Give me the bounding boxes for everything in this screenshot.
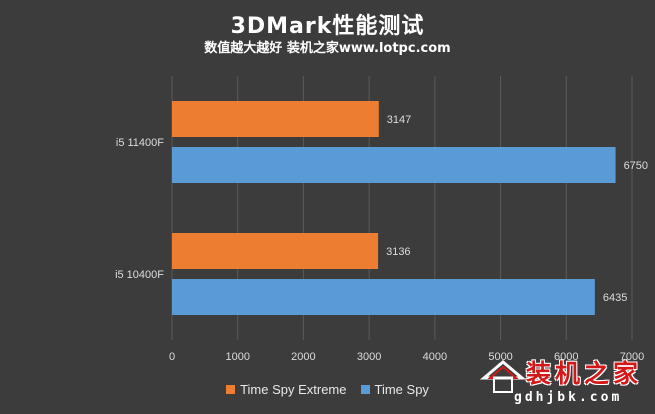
chart-title: 3DMark性能测试 — [230, 14, 425, 39]
bar — [172, 101, 379, 137]
x-tick-label: 6000 — [554, 351, 578, 363]
legend-item-time-spy-extreme: Time Spy Extreme — [226, 382, 347, 397]
x-tick-label: 7000 — [620, 351, 644, 363]
x-tick-label: 0 — [169, 351, 175, 363]
x-tick-label: 2000 — [291, 351, 315, 363]
watermark-url: gdhjbk.com — [514, 390, 623, 405]
house-logo-icon — [480, 360, 526, 393]
legend-swatch — [360, 385, 370, 394]
category-label: i5 11400F — [116, 137, 164, 149]
x-tick-label: 5000 — [488, 351, 512, 363]
x-tick-label: 1000 — [225, 351, 249, 363]
x-tick-label: 3000 — [357, 351, 381, 363]
watermark: 装机之家 gdhjbk.com — [478, 350, 653, 412]
legend-item-time-spy: Time Spy — [360, 382, 429, 397]
data-label: 6750 — [624, 160, 648, 172]
legend-label: Time Spy Extreme — [240, 382, 347, 397]
data-label: 3147 — [387, 114, 411, 126]
bar — [172, 233, 379, 269]
legend-label: Time Spy — [374, 382, 429, 397]
data-label: 6435 — [603, 292, 627, 304]
category-label: i5 10400F — [115, 269, 164, 281]
watermark-text: 装机之家 — [526, 359, 643, 388]
chart-subtitle: 数值越大越好 装机之家www.lotpc.com — [204, 41, 451, 56]
x-tick-label: 4000 — [423, 351, 447, 363]
legend-swatch — [226, 385, 236, 394]
legend: Time Spy Extreme Time Spy — [0, 382, 655, 397]
data-label: 3136 — [386, 246, 410, 258]
bar — [172, 147, 616, 183]
bar — [172, 279, 595, 315]
